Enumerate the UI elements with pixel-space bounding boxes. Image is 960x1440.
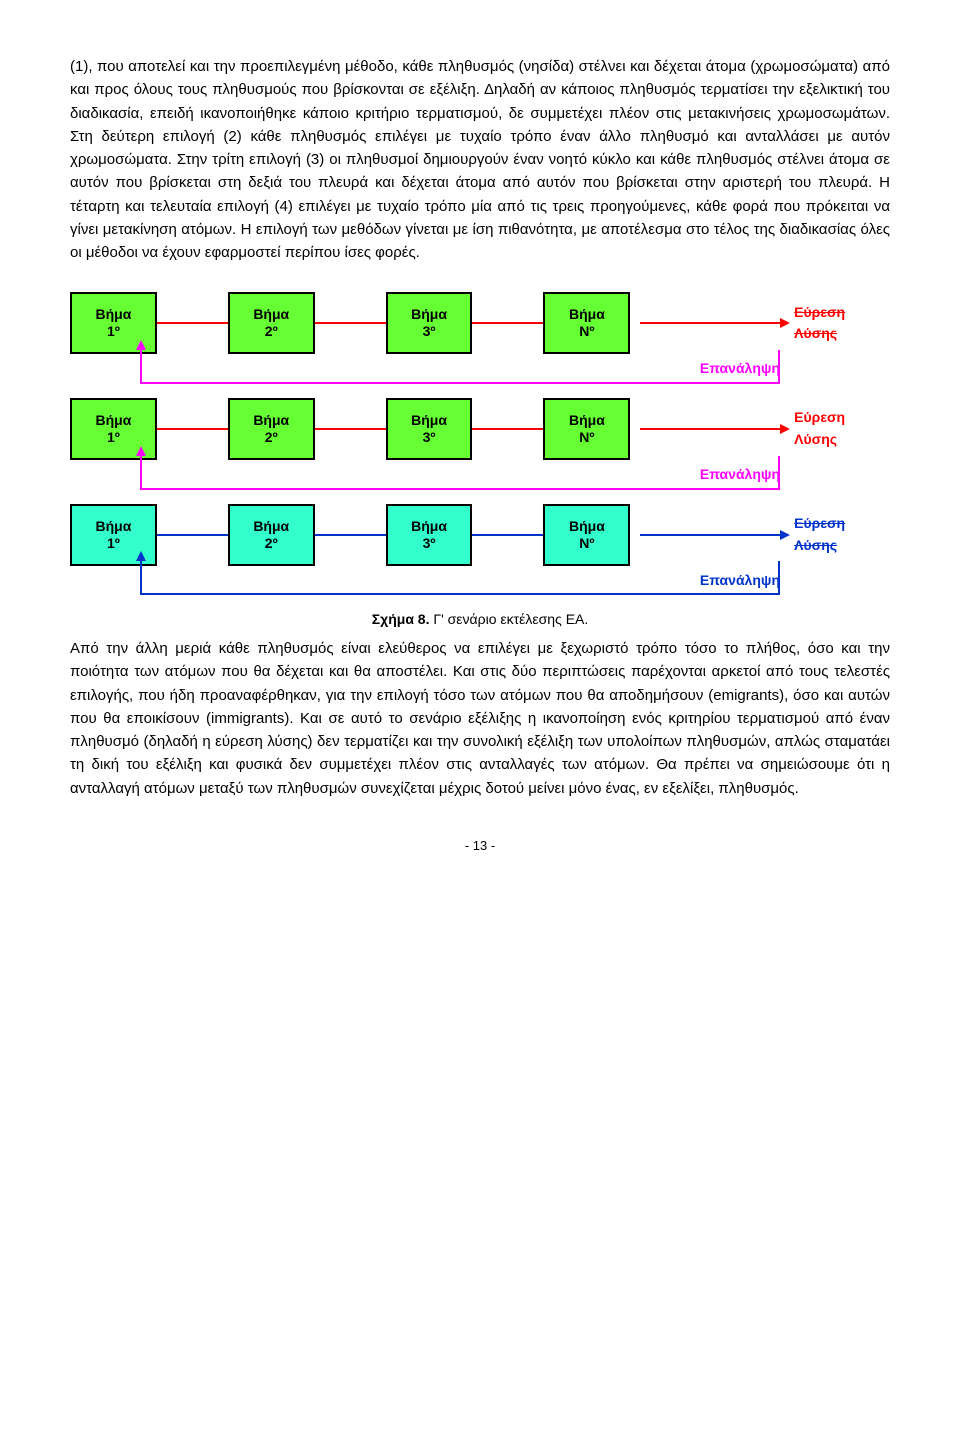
solution-arrow: Εύρεση Λύσης xyxy=(640,302,890,345)
repeat-line xyxy=(140,382,780,384)
step-box: Βήμα3º xyxy=(386,292,473,354)
step-box: Βήμα3º xyxy=(386,398,473,460)
scenario-diagram: Βήμα1ºΒήμα2ºΒήμα3ºΒήμαNºΕύρεση ΛύσηςΕπαν… xyxy=(70,292,890,595)
repeat-line xyxy=(140,488,780,490)
step-box: ΒήμαNº xyxy=(543,292,630,354)
figure-caption: Σχήμα 8. Γ' σενάριο εκτέλεσης ΕΑ. xyxy=(70,609,890,631)
repeat-label: Επανάληψη xyxy=(700,464,780,486)
repeat-label: Επανάληψη xyxy=(700,570,780,592)
step-box: ΒήμαNº xyxy=(543,504,630,566)
step-box: Βήμα2º xyxy=(228,292,315,354)
step-box: Βήμα2º xyxy=(228,398,315,460)
page-number: - 13 - xyxy=(70,836,890,856)
step-box: ΒήμαNº xyxy=(543,398,630,460)
step-box: Βήμα3º xyxy=(386,504,473,566)
caption-rest: Γ' σενάριο εκτέλεσης ΕΑ. xyxy=(429,611,588,627)
solution-arrow: Εύρεση Λύσης xyxy=(640,513,890,556)
top-paragraph: (1), που αποτελεί και την προεπιλεγμένη … xyxy=(70,55,890,264)
caption-bold: Σχήμα 8. xyxy=(372,611,430,627)
repeat-label: Επανάληψη xyxy=(700,358,780,380)
step-box: Βήμα2º xyxy=(228,504,315,566)
repeat-line xyxy=(140,593,780,595)
solution-arrow: Εύρεση Λύσης xyxy=(640,407,890,450)
bottom-paragraph: Από την άλλη μεριά κάθε πληθυσμός είναι … xyxy=(70,637,890,800)
